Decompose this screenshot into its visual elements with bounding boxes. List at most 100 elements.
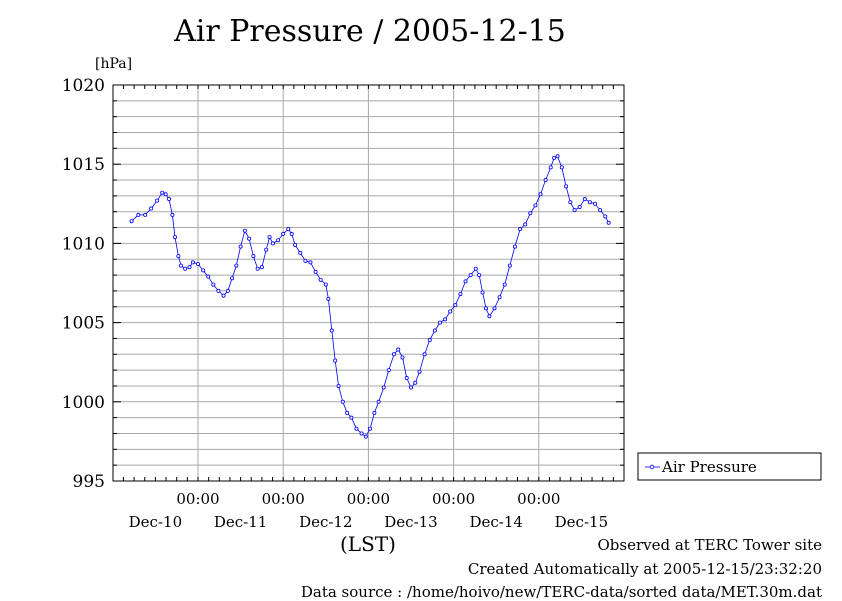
data-point [432,328,437,333]
data-point [582,197,587,202]
data-point [564,184,569,189]
data-point [149,206,154,211]
data-point [160,190,165,195]
data-point [303,258,308,263]
data-point [492,306,497,311]
data-point [129,219,134,224]
data-point [368,426,373,431]
data-point [543,178,548,183]
data-point [276,238,281,243]
y-tick-label: 1005 [62,314,105,334]
data-point [548,165,553,170]
data-point [372,410,377,415]
y-tick-label: 995 [73,472,105,492]
data-point [606,220,611,225]
data-point [473,266,478,271]
y-tick-label: 1000 [62,393,105,413]
data-point [480,290,485,295]
data-point [167,197,172,202]
data-point [281,231,286,236]
data-point [230,276,235,281]
data-point [427,338,432,343]
data-point [391,352,396,357]
data-point [195,261,200,266]
data-point [206,274,211,279]
data-point [172,235,177,240]
data-point [298,250,303,255]
data-point [176,254,181,259]
date-label: Dec-13 [384,513,437,531]
data-point [523,222,528,227]
data-point [313,269,318,274]
data-point [417,369,422,374]
data-point [404,376,409,381]
data-point [572,208,577,213]
data-point [533,203,538,208]
date-label: Dec-14 [469,513,522,531]
data-point [437,320,442,325]
data-point [555,154,560,159]
data-point [408,385,413,390]
data-point [308,260,313,265]
data-point [363,434,368,439]
series-line [131,155,610,438]
data-point [326,296,331,301]
data-point [211,282,216,287]
data-point [267,235,272,240]
data-point [247,236,252,241]
footer-created: Created Automatically at 2005-12-15/23:3… [467,560,822,578]
data-point [170,212,175,217]
data-point [354,426,359,431]
y-axis-label: [hPa] [95,56,132,72]
data-point [593,201,598,206]
data-point [386,368,391,373]
data-point [136,212,141,217]
data-point [333,358,338,363]
data-point [340,399,345,404]
data-point [345,410,350,415]
data-point [270,241,275,246]
x-tick-label: 00:00 [517,490,560,508]
legend-marker [649,464,655,470]
data-point [458,292,463,297]
data-point [552,155,557,160]
data-point [568,200,573,205]
data-point [603,214,608,219]
legend-label: Air Pressure [661,458,757,476]
data-point [190,260,195,265]
y-tick-label: 1010 [62,234,105,254]
x-tick-label: 00:00 [347,490,390,508]
data-point [487,314,492,319]
data-point [183,266,188,271]
data-point [143,212,148,217]
x-tick-label: 00:00 [262,490,305,508]
footer-site: Observed at TERC Tower site [597,536,822,554]
data-point [443,317,448,322]
data-point [155,198,160,203]
data-point [422,352,427,357]
footer-source: Data source : /home/hoivo/new/TERC-data/… [300,583,822,601]
data-point [286,227,291,232]
data-point [477,273,482,278]
data-point [381,385,386,390]
y-tick-label: 1020 [62,76,105,96]
data-point [187,265,192,270]
data-point [259,265,264,270]
data-point [396,347,401,352]
data-point [468,273,473,278]
data-point [323,282,328,287]
plot-frame [112,84,625,482]
x-axis-label: (LST) [340,532,396,556]
date-label: Dec-12 [299,513,352,531]
data-point [238,244,243,249]
x-tick-label: 00:00 [432,490,475,508]
data-point [528,211,533,216]
data-point [413,380,418,385]
data-point [483,306,488,311]
data-point [242,228,247,233]
data-point [264,247,269,252]
data-point [251,254,256,259]
data-point [234,263,239,268]
data-point [336,383,341,388]
